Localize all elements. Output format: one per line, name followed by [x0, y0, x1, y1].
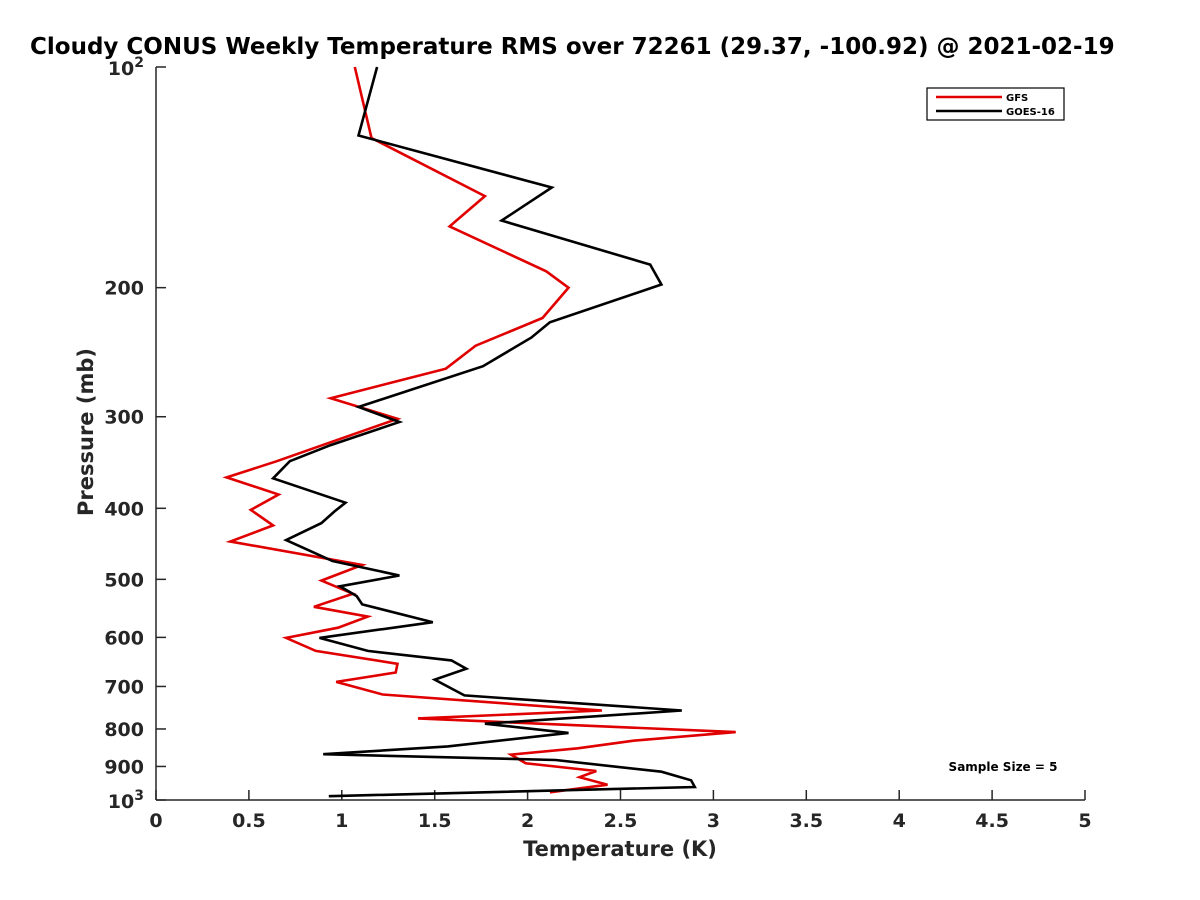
- y-tick-label: 800: [104, 719, 144, 741]
- x-tick-label: 3.5: [789, 810, 823, 832]
- x-axis-label: Temperature (K): [523, 837, 717, 861]
- y-tick-label: 500: [104, 569, 144, 591]
- x-tick-label: 0.5: [232, 810, 266, 832]
- y-tick-label: 400: [104, 498, 144, 520]
- x-tick-label: 5: [1078, 810, 1091, 832]
- y-tick-label: 300: [104, 407, 144, 429]
- legend: GFS GOES-16: [926, 87, 1065, 121]
- y-tick-label: 103: [108, 788, 144, 813]
- sample-size-annotation: Sample Size = 5: [949, 760, 1058, 774]
- legend-label-gfs: GFS: [1006, 93, 1028, 104]
- series-line-goes-16: [270, 66, 697, 798]
- x-tick-label: 2.5: [604, 810, 638, 832]
- y-tick-label: 102: [108, 55, 144, 80]
- legend-box: [926, 87, 1065, 121]
- y-tick-label: 900: [104, 756, 144, 778]
- x-tick-label: 3: [707, 810, 720, 832]
- x-tick-label: 2: [521, 810, 534, 832]
- y-axis-label: Pressure (mb): [74, 348, 98, 516]
- x-tick-label: 4: [893, 810, 906, 832]
- y-tick-label: 200: [104, 278, 144, 300]
- series-layer: [222, 66, 736, 798]
- y-tick-label: 600: [104, 627, 144, 649]
- x-tick-label: 1: [335, 810, 348, 832]
- legend-label-goes-16: GOES-16: [1006, 107, 1055, 118]
- x-tick-label: 4.5: [975, 810, 1009, 832]
- x-tick-label: 1.5: [418, 810, 452, 832]
- y-tick-label: 700: [104, 676, 144, 698]
- axes: 0 0.5 1 1.5 2 2.5 3 3.5 4 4.5 5 200 300 400 500 600 700 8…: [104, 55, 1091, 832]
- x-tick-label: 0: [149, 810, 162, 832]
- chart-title: Cloudy CONUS Weekly Temperature RMS over…: [30, 34, 1115, 60]
